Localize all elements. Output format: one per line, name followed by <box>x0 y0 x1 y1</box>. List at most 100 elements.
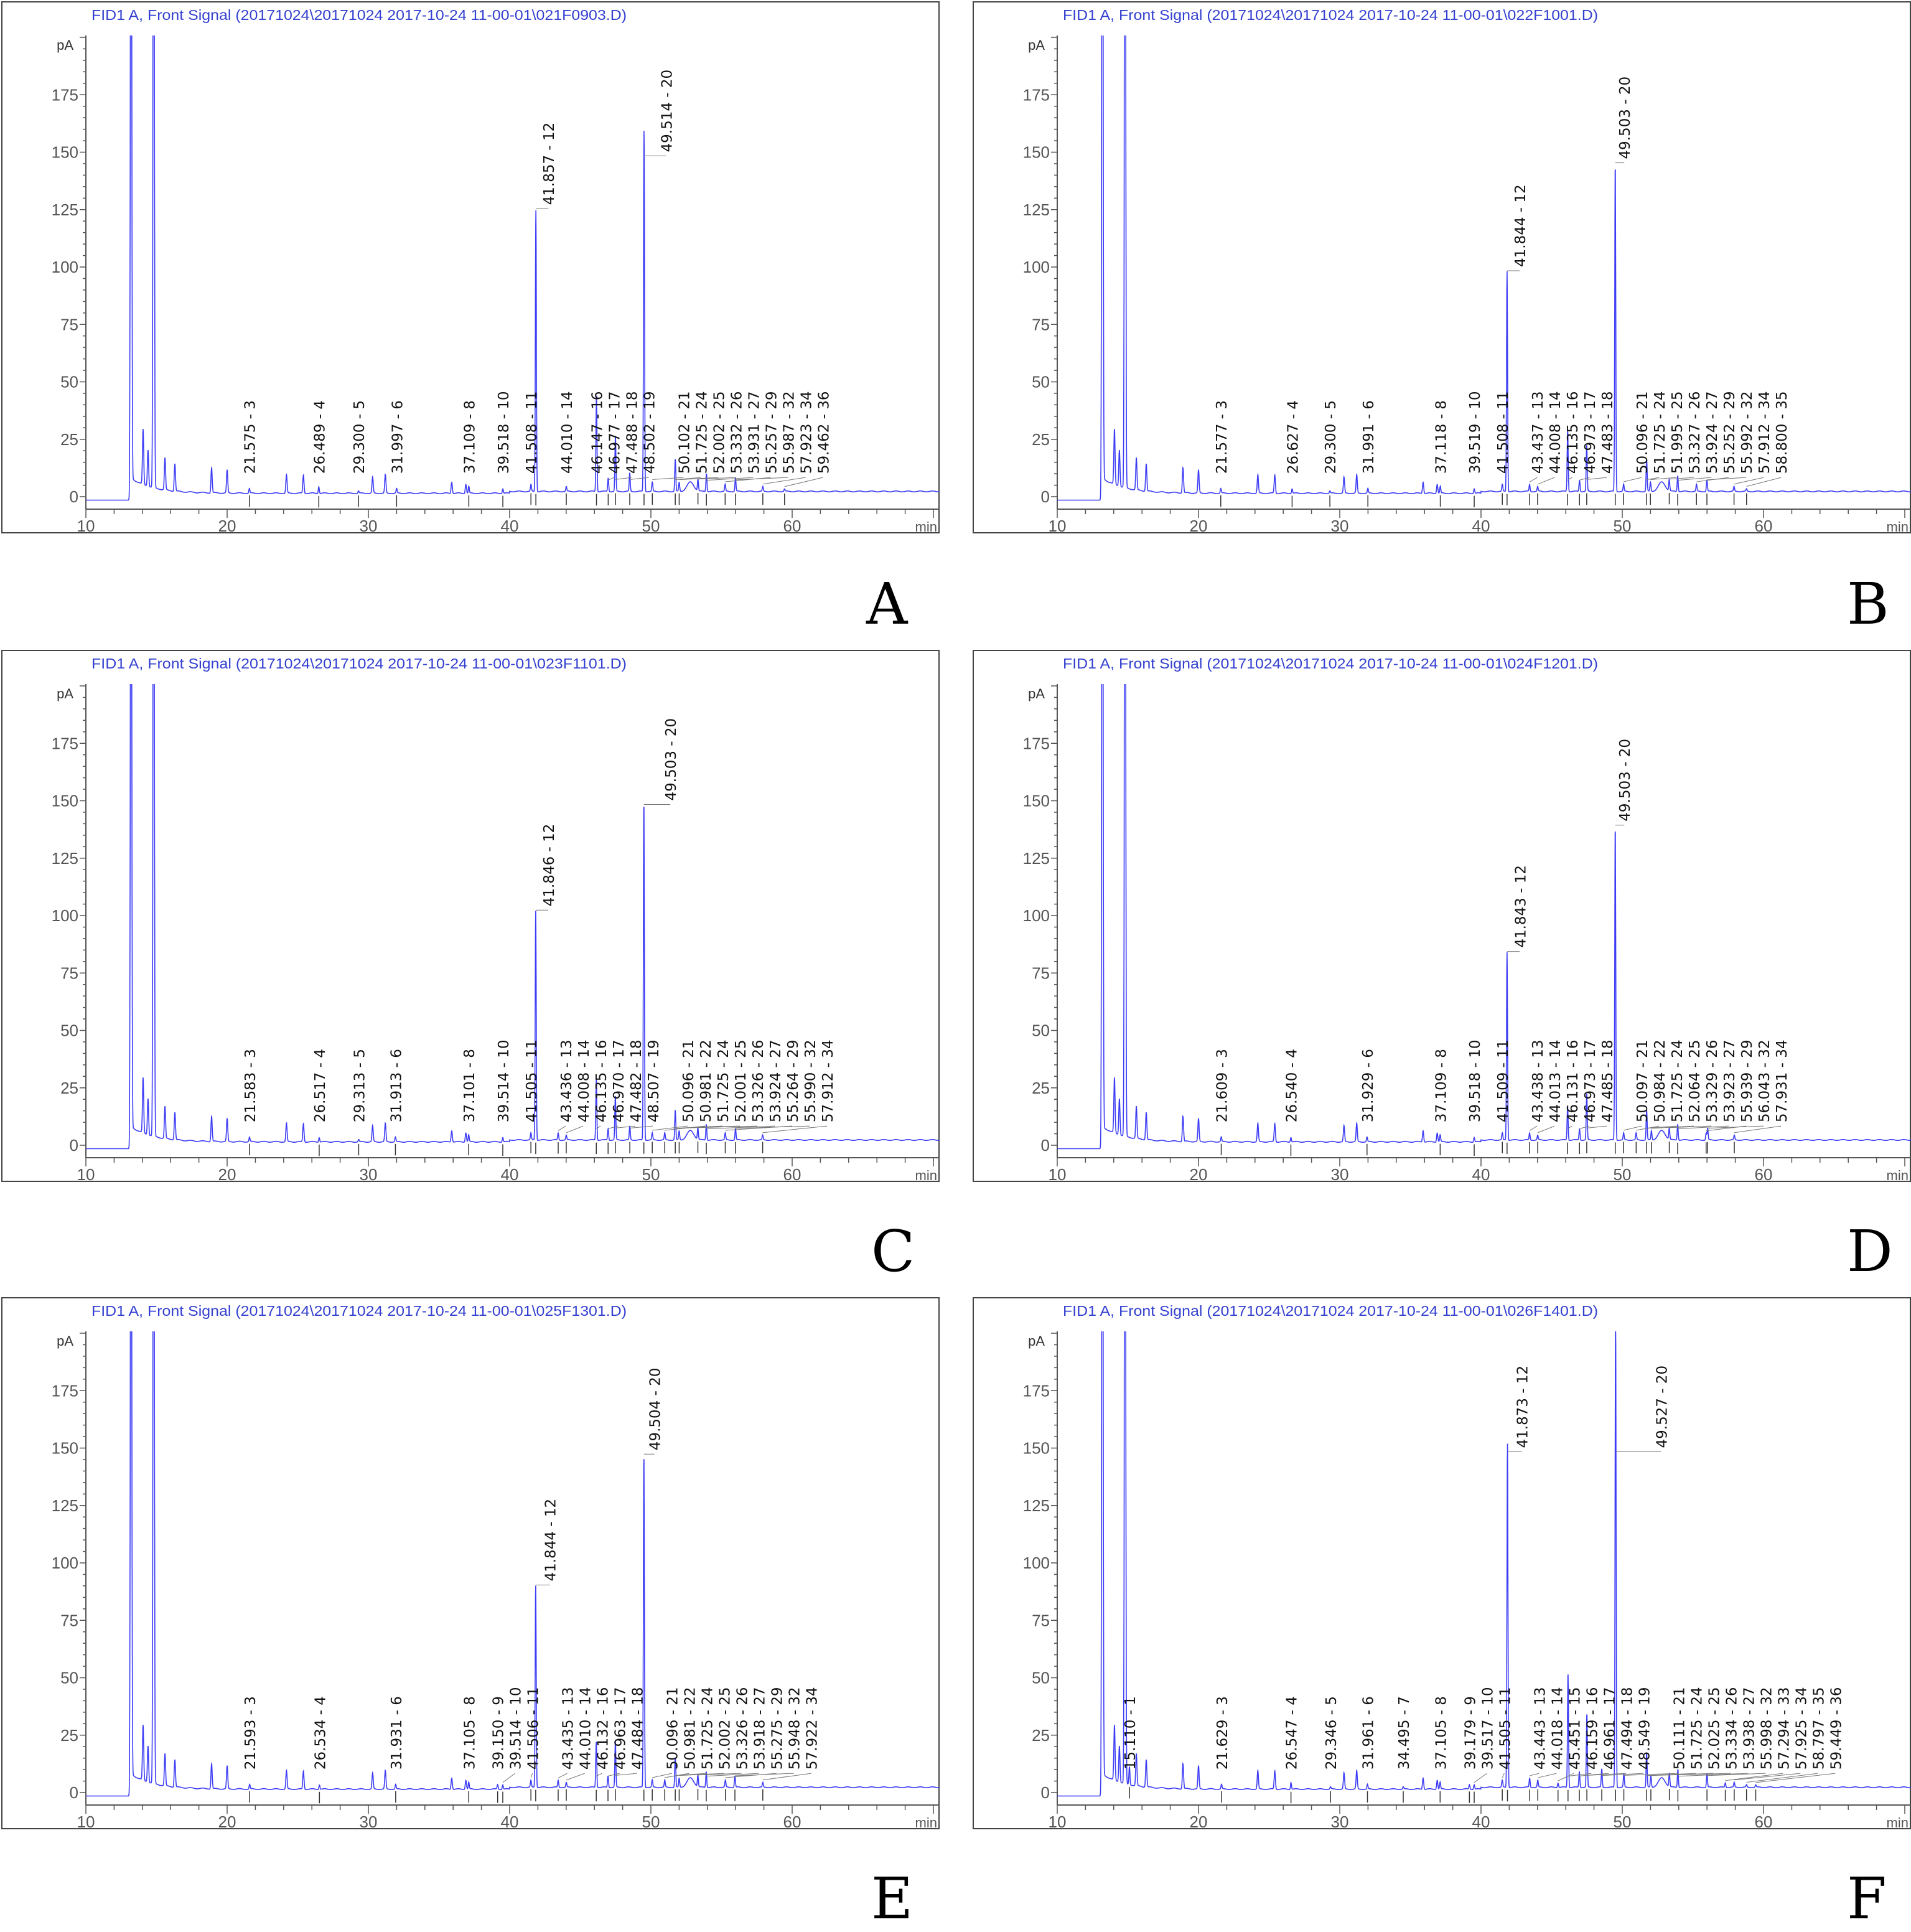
x-tick-label: 40 <box>1472 517 1490 533</box>
peak-label: 47.482 - 18 <box>628 1039 645 1122</box>
peak-leader-line <box>679 477 719 481</box>
y-tick-label: 75 <box>60 964 78 982</box>
peak-label: 37.105 - 8 <box>462 1696 478 1770</box>
panel-letter-c: C <box>871 1218 915 1285</box>
peak-leader-line <box>1746 1773 1818 1783</box>
peak-label: 56.043 - 32 <box>1757 1039 1773 1122</box>
peak-label: 44.013 - 14 <box>1548 1039 1564 1122</box>
y-tick-label: 25 <box>1032 430 1050 449</box>
peak-leader-line <box>566 1125 584 1133</box>
peak-leader-line <box>1647 477 1660 481</box>
peak-label: 21.609 - 3 <box>1215 1049 1231 1122</box>
peak-label: 39.518 - 10 <box>1467 1039 1483 1122</box>
peak-leader-line <box>1624 1773 1679 1776</box>
peak-label: 48.502 - 19 <box>642 391 658 474</box>
y-tick-label: 50 <box>60 373 78 392</box>
y-tick-label: 50 <box>60 1669 78 1687</box>
peak-label: 59.449 - 36 <box>1828 1687 1844 1770</box>
y-tick-label: 75 <box>1032 315 1050 334</box>
peak-label: 46.135 - 16 <box>1565 391 1581 474</box>
y-tick-label: 0 <box>1041 1136 1050 1155</box>
peak-label: 39.514 - 10 <box>496 1039 512 1122</box>
x-tick-label: 40 <box>1472 1812 1490 1829</box>
y-axis-unit: pA <box>57 1333 73 1349</box>
peak-leader-line <box>784 477 823 487</box>
chart-title: FID1 A, Front Signal (20171024\20171024 … <box>1063 655 1598 672</box>
peak-label: 59.462 - 36 <box>816 391 833 474</box>
peak-leader-line <box>615 1773 637 1776</box>
x-tick-label: 30 <box>360 517 378 533</box>
signal-trace <box>86 35 940 501</box>
peak-label: 49.503 - 20 <box>1617 77 1633 159</box>
peak-label: 47.488 - 18 <box>625 391 641 474</box>
peak-leader-line <box>698 1125 758 1128</box>
peak-label: 57.922 - 34 <box>805 1687 821 1770</box>
x-tick-label: 40 <box>501 1165 519 1182</box>
peak-label: 46.973 - 17 <box>1582 1039 1599 1122</box>
y-axis-unit: pA <box>57 686 73 701</box>
peak-label: 29.313 - 5 <box>352 1049 368 1122</box>
x-tick-label: 20 <box>218 1165 236 1182</box>
panel-letter-d: D <box>1847 1218 1893 1285</box>
peak-label: 46.159 - 16 <box>1584 1687 1600 1770</box>
peak-label: 46.970 - 17 <box>611 1039 627 1122</box>
y-axis-unit: pA <box>1028 686 1045 701</box>
y-axis-unit: pA <box>1028 37 1045 53</box>
x-tick-label: 60 <box>1755 517 1773 533</box>
y-tick-label: 125 <box>1023 849 1050 868</box>
y-tick-label: 0 <box>70 1783 78 1802</box>
chart-title: FID1 A, Front Signal (20171024\20171024 … <box>91 655 627 672</box>
chromatogram-chart: FID1 A, Front Signal (20171024\20171024 … <box>973 650 1911 1182</box>
peak-leader-line <box>1734 477 1764 485</box>
peak-leader-line <box>762 1125 828 1133</box>
y-tick-label: 50 <box>1032 1021 1050 1040</box>
peak-label: 49.503 - 20 <box>663 718 680 801</box>
x-tick-label: 30 <box>1331 1165 1349 1182</box>
x-axis-unit: min <box>1887 519 1909 533</box>
y-tick-label: 125 <box>1023 1496 1050 1515</box>
peak-leader-line <box>615 477 632 480</box>
x-tick-label: 40 <box>501 517 519 533</box>
peak-label: 41.506 - 11 <box>526 1687 542 1770</box>
peak-label: 34.495 - 7 <box>1396 1696 1413 1770</box>
peak-label: 48.549 - 19 <box>1637 1687 1653 1770</box>
peak-label: 53.326 - 26 <box>750 1039 767 1122</box>
peak-label: 53.334 - 26 <box>1724 1687 1740 1770</box>
peak-label: 41.505 - 11 <box>524 1039 540 1122</box>
peak-label: 53.938 - 27 <box>1741 1687 1757 1770</box>
y-tick-label: 125 <box>1023 200 1050 219</box>
peak-label: 52.002 - 25 <box>712 391 728 474</box>
peak-leader-line <box>1669 1125 1712 1128</box>
peak-label: 21.577 - 3 <box>1214 400 1230 474</box>
peak-label: 43.436 - 13 <box>559 1039 575 1122</box>
peak-label: 55.939 - 29 <box>1739 1039 1755 1122</box>
peak-label: 44.008 - 14 <box>1548 391 1564 474</box>
peak-leader-line <box>1678 477 1712 481</box>
peak-label: 49.504 - 20 <box>648 1368 664 1451</box>
x-tick-label: 30 <box>1331 517 1349 533</box>
chart-title: FID1 A, Front Signal (20171024\20171024 … <box>91 1303 627 1319</box>
peak-label: 58.797 - 35 <box>1811 1687 1827 1770</box>
peak-label: 43.435 - 13 <box>561 1687 577 1770</box>
peak-leader-line <box>530 1773 533 1778</box>
peak-label: 52.002 - 25 <box>717 1687 734 1770</box>
peak-label: 26.540 - 4 <box>1284 1049 1300 1122</box>
peak-label: 39.514 - 10 <box>508 1687 525 1770</box>
x-tick-label: 20 <box>1190 1812 1208 1829</box>
chromatogram-chart: FID1 A, Front Signal (20171024\20171024 … <box>973 1 1911 533</box>
chromatogram-chart: FID1 A, Front Signal (20171024\20171024 … <box>1 1 940 533</box>
x-tick-label: 50 <box>1614 1165 1632 1182</box>
peak-leader-line <box>502 1773 516 1783</box>
peak-label: 26.489 - 4 <box>312 400 328 474</box>
peak-label: 51.725 - 24 <box>694 391 711 474</box>
peak-label: 47.483 - 18 <box>1600 391 1616 474</box>
x-tick-label: 50 <box>1614 1812 1632 1829</box>
peak-label: 57.925 - 34 <box>1793 1687 1810 1770</box>
peak-leader-line <box>596 1773 602 1776</box>
peak-label: 50.981 - 22 <box>683 1687 699 1770</box>
peak-label: 43.443 - 13 <box>1532 1687 1548 1770</box>
peak-label: 41.843 - 12 <box>1513 865 1529 948</box>
peak-leader-line <box>1755 1773 1836 1783</box>
peak-leader-line <box>1734 1125 1782 1133</box>
peak-leader-line <box>629 477 649 480</box>
